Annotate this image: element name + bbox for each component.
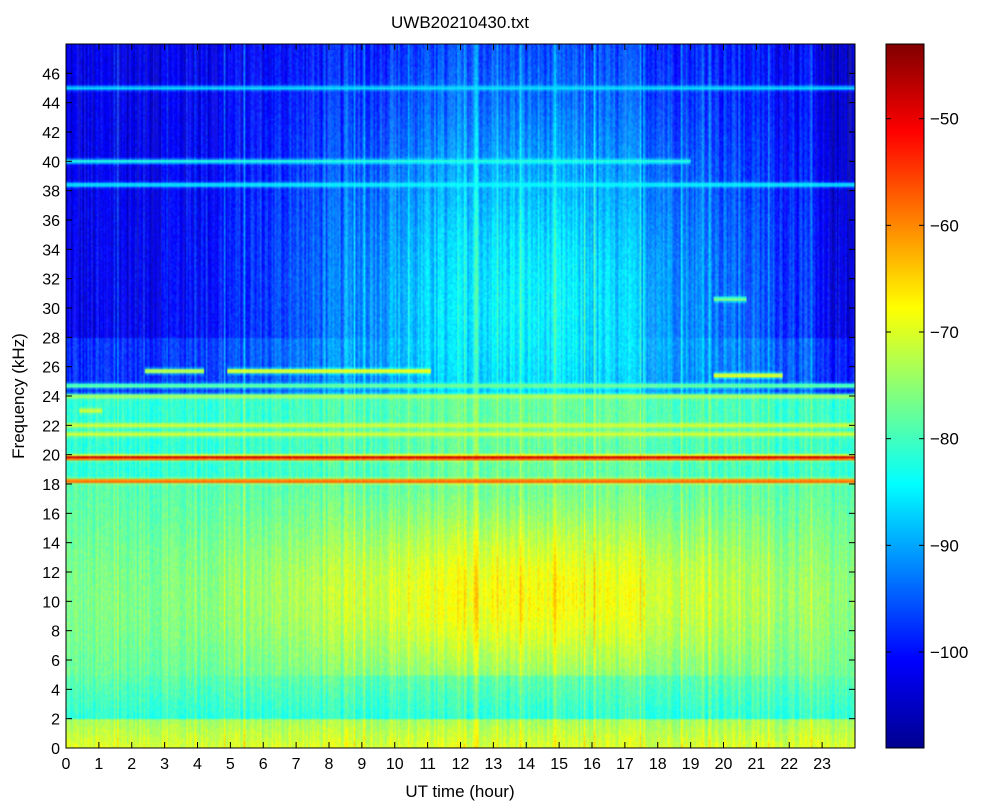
- colorbar: −50 −60 −70 −80 −90 −100: [885, 43, 968, 749]
- y-tick-label: 22: [42, 418, 60, 435]
- x-tick-label: 13: [484, 756, 502, 773]
- x-tick-label: 17: [616, 756, 634, 773]
- x-tick-label: 20: [715, 756, 733, 773]
- x-tick-label: 16: [583, 756, 601, 773]
- x-tick-label: 15: [550, 756, 568, 773]
- x-tick-label: 5: [226, 756, 235, 773]
- x-tick-label: 10: [386, 756, 404, 773]
- x-tick-label: 21: [747, 756, 765, 773]
- colorbar-tick-label: −70: [930, 323, 959, 342]
- x-tick-label: 14: [517, 756, 535, 773]
- y-tick-label: 8: [51, 624, 60, 641]
- y-tick-label: 30: [42, 301, 60, 318]
- y-tick-label: 36: [42, 213, 60, 230]
- y-tick-label: 16: [42, 506, 60, 523]
- x-tick-label: 2: [127, 756, 136, 773]
- x-tick-label: 1: [94, 756, 103, 773]
- y-tick-label: 24: [42, 389, 60, 406]
- x-tick-label: 19: [682, 756, 700, 773]
- x-tick-label: 23: [813, 756, 831, 773]
- y-tick-label: 26: [42, 360, 60, 377]
- y-tick-label: 6: [51, 653, 60, 670]
- y-tick-label: 18: [42, 477, 60, 494]
- y-axis-label: Frequency (kHz): [9, 333, 28, 459]
- x-tick-label: 3: [160, 756, 169, 773]
- x-tick-label: 4: [193, 756, 202, 773]
- y-tick-label: 32: [42, 272, 60, 289]
- chart-title: UWB20210430.txt: [391, 13, 529, 32]
- x-tick-label: 22: [780, 756, 798, 773]
- colorbar-tick-label: −50: [930, 110, 959, 129]
- y-tick-label: 42: [42, 125, 60, 142]
- x-tick-label: 12: [452, 756, 470, 773]
- y-axis: 0246810121416182022242628303234363840424…: [42, 66, 855, 758]
- colorbar-gradient: [885, 43, 925, 749]
- colorbar-tick-label: −90: [930, 536, 959, 555]
- x-axis-label: UT time (hour): [405, 782, 514, 801]
- x-tick-label: 7: [292, 756, 301, 773]
- plot-area: [65, 43, 856, 749]
- x-tick-label: 0: [62, 756, 71, 773]
- y-tick-label: 4: [51, 682, 60, 699]
- x-axis: 0 1 2 3 4 5 6 7 8 9 10 11 12 13 14 15 16 17 18 19 20 21 22 23: [62, 44, 831, 773]
- y-tick-label: 12: [42, 565, 60, 582]
- x-tick-label: 11: [419, 756, 436, 773]
- y-tick-label: 38: [42, 184, 60, 201]
- x-tick-label: 18: [649, 756, 667, 773]
- y-tick-label: 46: [42, 66, 60, 83]
- y-tick-label: 40: [42, 154, 60, 171]
- colorbar-tick-label: −100: [930, 643, 968, 662]
- y-tick-label: 10: [42, 594, 60, 611]
- y-tick-label: 44: [42, 96, 60, 113]
- y-tick-label: 2: [51, 712, 60, 729]
- colorbar-tick-label: −60: [930, 216, 959, 235]
- x-tick-label: 9: [357, 756, 366, 773]
- x-tick-label: 8: [325, 756, 334, 773]
- y-tick-label: 14: [42, 536, 60, 553]
- x-tick-label: 6: [259, 756, 268, 773]
- y-tick-label: 0: [51, 741, 60, 758]
- y-tick-label: 34: [42, 242, 60, 259]
- colorbar-tick-label: −80: [930, 430, 959, 449]
- colorbar-ticks: −50 −60 −70 −80 −90 −100: [886, 110, 968, 662]
- y-tick-label: 20: [42, 448, 60, 465]
- heatmap-grain-overlay: [66, 44, 855, 748]
- y-tick-label: 28: [42, 330, 60, 347]
